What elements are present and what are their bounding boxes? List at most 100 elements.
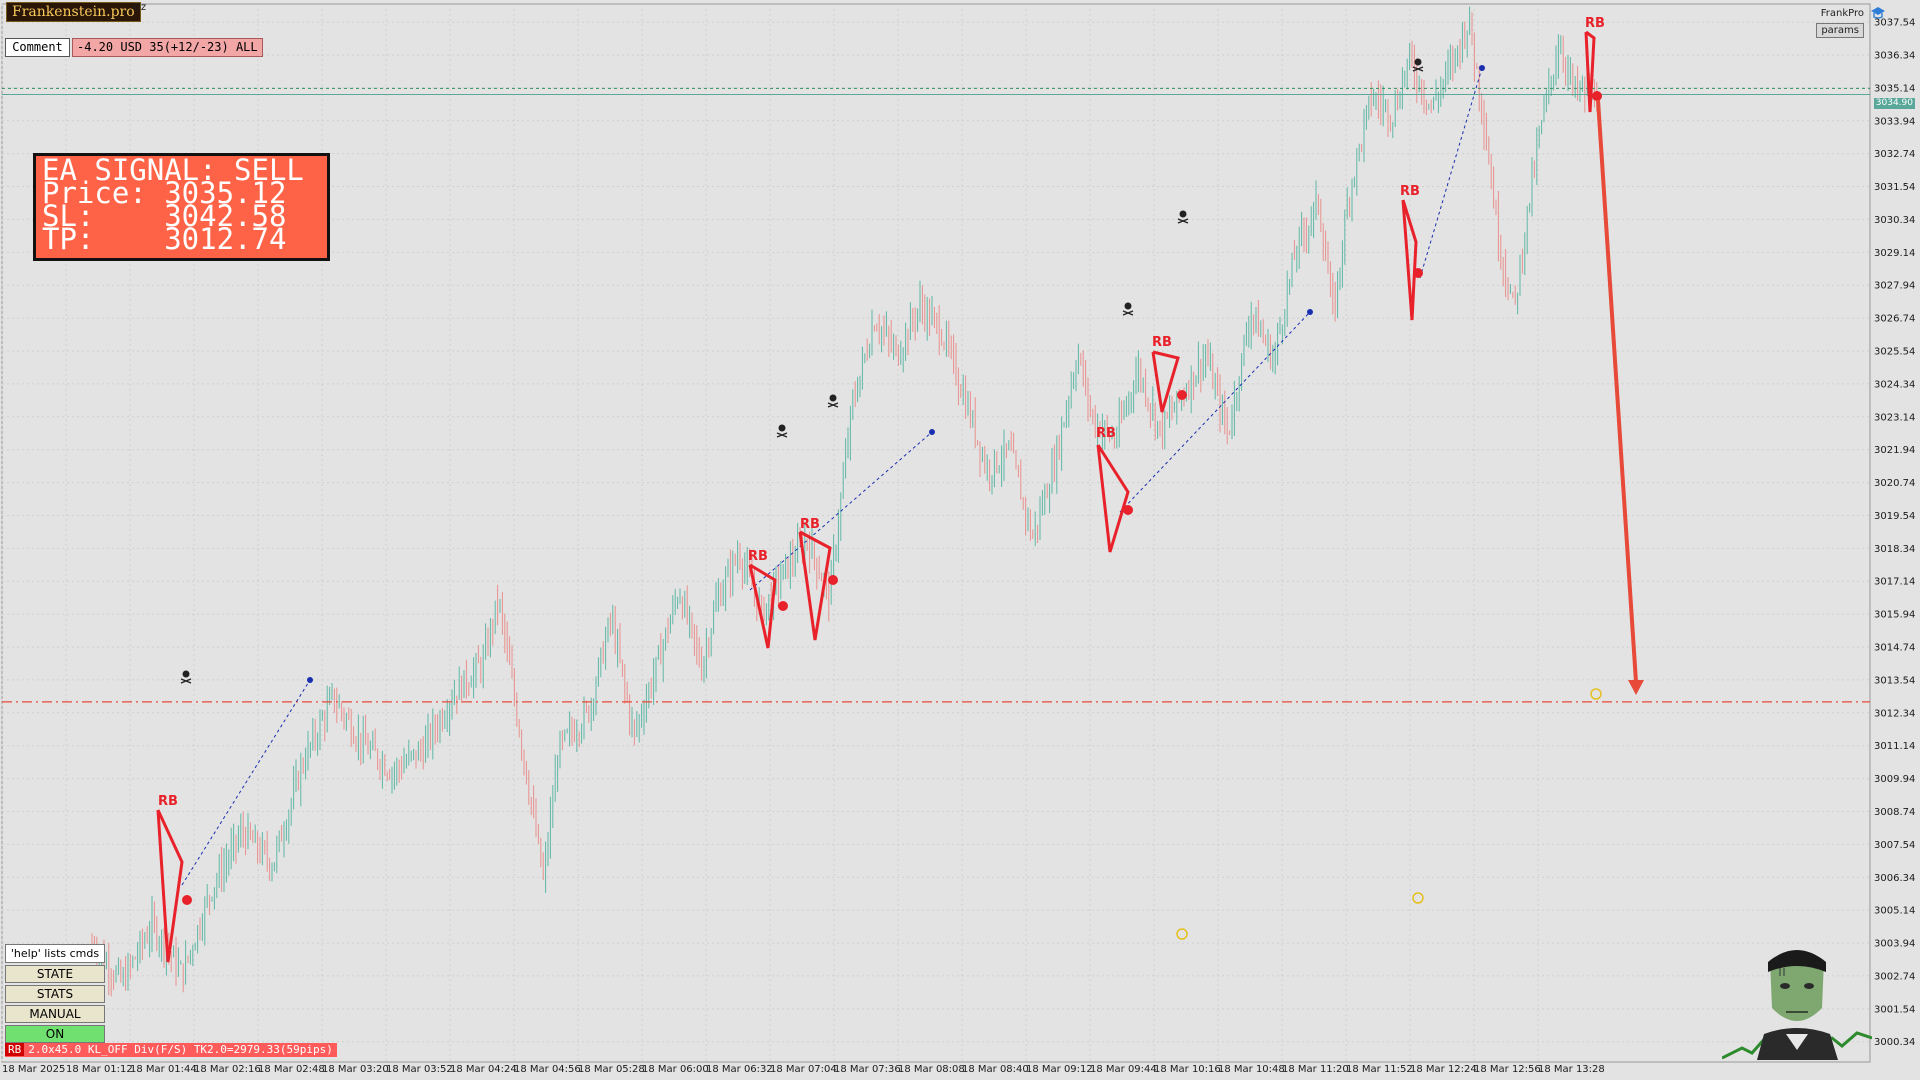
y-tick-label: 3036.34	[1874, 50, 1915, 61]
trend-marker	[1479, 65, 1485, 71]
y-tick-label: 3032.74	[1874, 149, 1915, 160]
y-tick-label: 3037.54	[1874, 18, 1915, 29]
stats-button[interactable]: STATS	[5, 985, 105, 1003]
profit-loss-badge: -4.20 USD 35(+12/-23) ALL	[72, 38, 263, 57]
x-tick-label: 18 Mar 06:32	[706, 1064, 773, 1075]
x-tick-label: 18 Mar 07:36	[834, 1064, 901, 1075]
skull-icon	[778, 424, 786, 432]
sell-arrow-line	[1596, 99, 1638, 683]
x-tick-label: 18 Mar 01:44	[130, 1064, 197, 1075]
trend-line	[1119, 311, 1311, 513]
rb-label: RB	[1096, 426, 1116, 441]
graduation-cap-icon[interactable]	[1870, 6, 1886, 20]
x-tick-label: 18 Mar 02:16	[194, 1064, 261, 1075]
skull-icon	[829, 394, 837, 402]
y-tick-label: 3020.74	[1874, 478, 1915, 489]
rb-label: RB	[158, 794, 178, 809]
y-tick-label: 3008.74	[1874, 807, 1915, 818]
y-tick-label: 3026.74	[1874, 314, 1915, 325]
y-tick-label: 3001.54	[1874, 1004, 1915, 1015]
trend-marker	[929, 429, 935, 435]
x-tick-label: 18 Mar 10:48	[1218, 1064, 1285, 1075]
x-tick-label: 18 Mar 06:00	[642, 1064, 709, 1075]
skull-icon	[182, 670, 190, 678]
target-circle-icon	[1412, 892, 1424, 904]
help-hint: 'help' lists cmds	[5, 944, 105, 963]
y-tick-label: 3007.54	[1874, 840, 1915, 851]
y-tick-label: 3017.14	[1874, 577, 1915, 588]
frankpro-label: FrankPro	[1820, 8, 1864, 19]
comment-button[interactable]: Comment	[5, 38, 70, 57]
y-tick-label: 3035.14	[1874, 83, 1915, 94]
rb-pattern	[1151, 350, 1180, 413]
params-button[interactable]: params	[1816, 23, 1864, 38]
x-tick-label: 18 Mar 01:12	[66, 1064, 133, 1075]
x-tick-label: 18 Mar 13:28	[1538, 1064, 1605, 1075]
x-tick-label: 18 Mar 08:08	[898, 1064, 965, 1075]
y-tick-label: 3013.54	[1874, 675, 1915, 686]
x-tick-label: 18 Mar 12:24	[1410, 1064, 1477, 1075]
skull-crossbones	[776, 432, 788, 438]
brand-logo: Frankenstein.pro	[6, 2, 141, 22]
signal-price: Price: 3035.12	[42, 176, 287, 210]
rb-label: RB	[800, 517, 820, 532]
y-tick-label: 3027.94	[1874, 281, 1915, 292]
signal-take-profit: TP: 3012.74	[42, 222, 287, 256]
y-tick-label: 3006.34	[1874, 873, 1915, 884]
y-tick-label: 3015.94	[1874, 610, 1915, 621]
y-tick-label: 3030.34	[1874, 215, 1915, 226]
x-tick-label: 18 Mar 03:52	[386, 1064, 453, 1075]
y-tick-label: 3031.54	[1874, 182, 1915, 193]
x-tick-label: 18 Mar 03:20	[322, 1064, 389, 1075]
x-tick-label: 18 Mar 09:12	[1026, 1064, 1093, 1075]
sell-marker	[1123, 505, 1133, 515]
trend-line	[181, 679, 311, 886]
trend-line	[749, 431, 933, 591]
y-tick-label: 3019.54	[1874, 511, 1915, 522]
rb-label: RB	[1152, 335, 1172, 350]
on-toggle-button[interactable]: ON	[5, 1025, 105, 1043]
status-bar: RB 2.0x45.0 KL_OFF Div(F/S) TK2.0=2979.33…	[5, 1043, 337, 1057]
y-tick-label: 3021.94	[1874, 445, 1915, 456]
x-tick-label: 18 Mar 12:56	[1474, 1064, 1541, 1075]
x-tick-label: 18 Mar 04:56	[514, 1064, 581, 1075]
command-panel: 'help' lists cmds STATE STATS MANUAL ON	[5, 944, 105, 1045]
rb-badge: RB	[5, 1043, 25, 1056]
x-tick-label: 18 Mar 02:48	[258, 1064, 325, 1075]
x-tick-label: 18 Mar 11:52	[1346, 1064, 1413, 1075]
rb-pattern	[156, 809, 184, 963]
x-tick-label: 18 Mar 09:44	[1090, 1064, 1157, 1075]
sell-arrow-head	[1628, 680, 1644, 695]
sell-marker	[182, 895, 192, 905]
y-tick-label: 3009.94	[1874, 774, 1915, 785]
x-tick-label: 18 Mar 11:20	[1282, 1064, 1349, 1075]
rb-pattern	[1096, 444, 1130, 553]
skull-crossbones	[1177, 218, 1189, 224]
signal-stop-loss: SL: 3042.58	[42, 199, 287, 233]
symbol-suffix: Oz	[133, 2, 147, 13]
rb-pattern	[748, 563, 777, 649]
skull-crossbones	[1122, 310, 1134, 316]
rb-label: RB	[748, 549, 768, 564]
y-tick-label: 3018.34	[1874, 544, 1915, 555]
ea-signal-panel: EA SIGNAL: SELL Price: 3035.12 SL: 3042.…	[33, 153, 330, 261]
skull-icon	[1414, 58, 1422, 66]
y-tick-label: 3023.14	[1874, 412, 1915, 423]
y-tick-label: 3029.14	[1874, 248, 1915, 259]
current-price-tag: 3034.90	[1873, 98, 1915, 109]
state-button[interactable]: STATE	[5, 965, 105, 983]
trend-line	[1419, 67, 1483, 279]
sell-marker	[778, 601, 788, 611]
rb-pattern	[798, 530, 832, 641]
sell-marker	[1592, 91, 1602, 101]
skull-icon	[1124, 302, 1132, 310]
manual-button[interactable]: MANUAL	[5, 1005, 105, 1023]
x-tick-label: 18 Mar 10:16	[1154, 1064, 1221, 1075]
trend-marker	[1307, 309, 1313, 315]
y-tick-label: 3000.34	[1874, 1037, 1915, 1048]
target-circle-icon	[1590, 688, 1602, 700]
y-tick-label: 3003.94	[1874, 939, 1915, 950]
sell-marker	[1177, 390, 1187, 400]
x-tick-label: 18 Mar 05:28	[578, 1064, 645, 1075]
